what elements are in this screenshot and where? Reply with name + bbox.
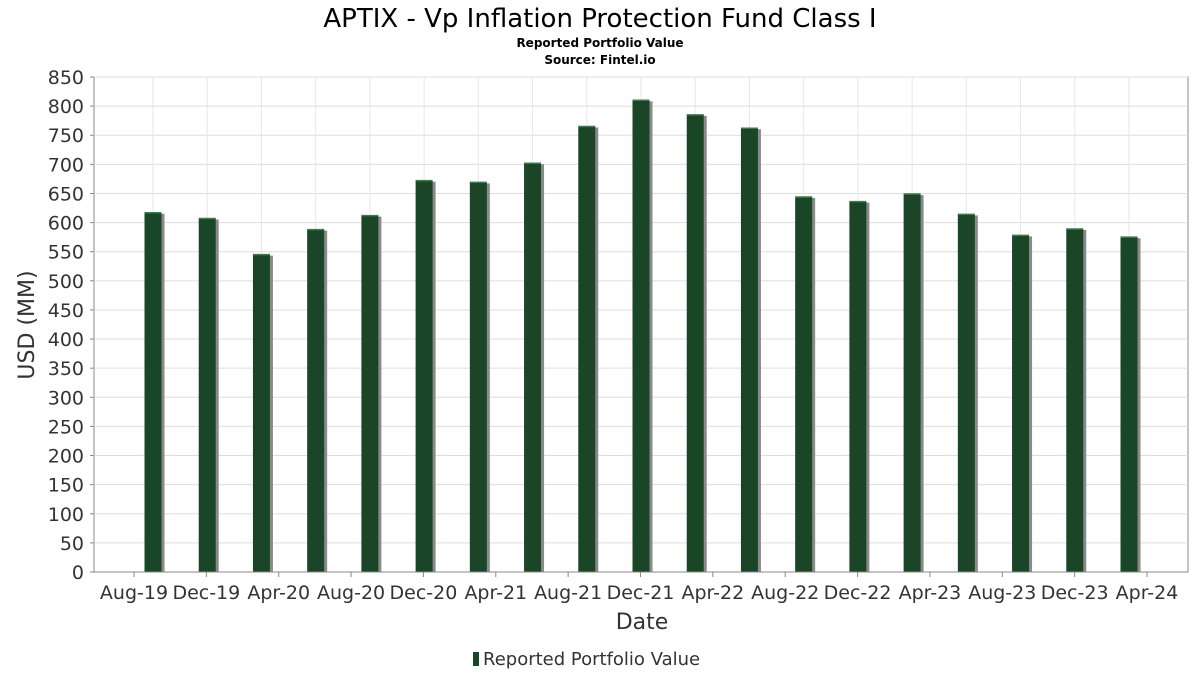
y-tick-label: 750 <box>48 125 84 147</box>
bar <box>795 196 813 572</box>
x-axis: Aug-19 Dec-19 Apr-20 Aug-20 Dec-20 Apr-21 Aug-… <box>94 571 1188 604</box>
x-tick-label: Apr-22 <box>682 582 745 604</box>
y-tick-label: 550 <box>48 242 84 264</box>
bar <box>361 215 379 572</box>
bar <box>1120 237 1138 572</box>
bar <box>740 128 758 572</box>
legend-label: Reported Portfolio Value <box>483 649 700 670</box>
y-axis-label: USD (MM) <box>15 270 40 379</box>
x-tick-label: Aug-22 <box>751 582 819 604</box>
bar <box>1066 228 1084 572</box>
x-tick-label: Aug-21 <box>534 582 602 604</box>
bar <box>415 180 433 573</box>
bar <box>957 214 975 572</box>
y-tick-label: 100 <box>48 504 84 526</box>
x-tick-label: Aug-20 <box>317 582 385 604</box>
x-tick-label: Aug-19 <box>100 582 168 604</box>
x-tick-label: Aug-23 <box>968 582 1036 604</box>
y-tick-label: 650 <box>48 183 84 205</box>
bar <box>524 163 542 572</box>
bar <box>469 182 487 572</box>
y-tick-label: 600 <box>48 213 84 235</box>
x-tick-label: Apr-23 <box>899 582 962 604</box>
y-tick-label: 150 <box>48 475 84 497</box>
bar <box>903 194 921 572</box>
x-tick-label: Apr-20 <box>247 582 310 604</box>
bar <box>198 218 216 572</box>
chart-source: Source: Fintel.io <box>544 53 655 67</box>
y-tick-label: 350 <box>48 358 84 380</box>
bar <box>144 212 162 572</box>
y-tick-label: 400 <box>48 329 84 351</box>
chart-subtitle: Reported Portfolio Value <box>516 36 683 50</box>
x-tick-label: Dec-19 <box>172 582 240 604</box>
y-tick-label: 800 <box>48 96 84 118</box>
y-axis: 0 50 100 150 200 250 300 350 400 450 500 550 600 650 7… <box>48 67 94 584</box>
x-tick-label: Apr-24 <box>1116 582 1179 604</box>
bar <box>686 114 704 573</box>
bar <box>578 126 596 572</box>
y-tick-label: 850 <box>48 67 84 89</box>
bar <box>307 229 325 572</box>
x-tick-label: Dec-22 <box>824 582 892 604</box>
bar <box>1012 235 1030 572</box>
legend-swatch <box>473 652 479 666</box>
y-tick-label: 300 <box>48 387 84 409</box>
bars <box>144 99 1141 573</box>
y-tick-label: 700 <box>48 154 84 176</box>
x-tick-label: Dec-23 <box>1041 582 1109 604</box>
y-tick-label: 50 <box>60 533 84 555</box>
y-tick-label: 200 <box>48 446 84 468</box>
x-axis-label: Date <box>616 610 669 635</box>
x-tick-label: Dec-21 <box>607 582 675 604</box>
x-tick-label: Apr-21 <box>464 582 527 604</box>
x-tick-label: Dec-20 <box>390 582 458 604</box>
legend: Reported Portfolio Value <box>473 649 700 670</box>
bar <box>632 100 650 572</box>
bar <box>849 201 867 572</box>
y-tick-label: 0 <box>72 562 84 584</box>
y-tick-label: 500 <box>48 271 84 293</box>
bar <box>252 254 270 572</box>
chart-title: APTIX - Vp Inflation Protection Fund Cla… <box>323 4 876 34</box>
y-tick-label: 250 <box>48 416 84 438</box>
y-tick-label: 450 <box>48 300 84 322</box>
